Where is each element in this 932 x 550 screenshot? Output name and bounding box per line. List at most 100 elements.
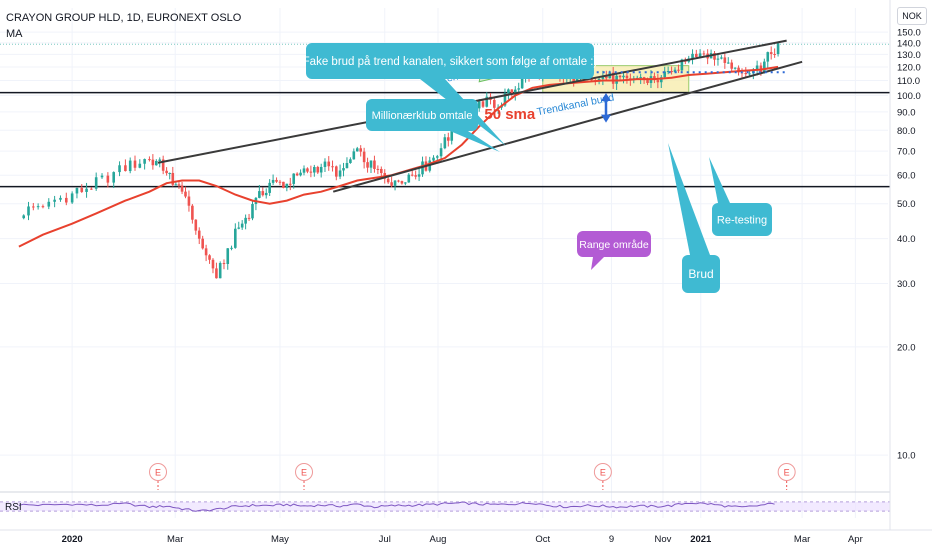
candle-body	[292, 173, 296, 184]
candle-body	[503, 93, 507, 106]
candle-body	[766, 52, 770, 62]
candle-body	[656, 80, 660, 83]
candle-body	[510, 89, 514, 95]
candle-body	[306, 168, 309, 172]
candle-body	[349, 159, 352, 164]
candle-body	[404, 182, 407, 184]
candle-body	[618, 75, 622, 78]
candle-body	[211, 259, 215, 269]
candle-body	[184, 191, 187, 197]
earnings-marker-label: E	[301, 468, 307, 478]
candle-body	[362, 151, 366, 163]
range-arrow-head-down	[601, 114, 611, 123]
price-axis[interactable]: 10.0 20.0 30.0 40.0 50.0 60.0 70.0 80.0 90.0 100.…	[889, 0, 932, 550]
candle-body	[390, 182, 393, 186]
candle-body	[605, 75, 608, 79]
candle-body	[773, 53, 776, 55]
time-axis[interactable]: 2020 Mar May Jul Aug Oct 9 Nov 2021 Mar Apr	[0, 529, 932, 545]
candle-body	[680, 59, 684, 71]
candle-body	[258, 191, 261, 198]
x-tick-label: Jul	[379, 534, 391, 545]
candle-body	[723, 57, 727, 63]
y-tick-label: 90.0	[897, 107, 916, 118]
candle-body	[32, 206, 35, 208]
candle-body	[323, 161, 327, 167]
candle-body	[755, 65, 759, 71]
x-tick-label: Mar	[167, 534, 183, 545]
candle-body	[208, 255, 211, 260]
candle-body	[677, 69, 680, 71]
candle-body	[240, 223, 244, 228]
y-tick-label: 150.0	[897, 28, 921, 39]
candle-body	[151, 159, 155, 166]
callout-retesting-pointer	[709, 157, 730, 203]
callout-retesting: Re-testing	[709, 157, 772, 236]
candle-body	[177, 184, 181, 186]
y-tick-label: 60.0	[897, 171, 916, 182]
candle-body	[128, 160, 132, 172]
candle-body	[309, 171, 313, 173]
callout-fake-break-text: Fake brud på trend kanalen, sikkert som …	[303, 56, 598, 68]
candle-body	[75, 187, 79, 194]
candle-body	[748, 73, 751, 75]
candle-body	[507, 89, 510, 94]
candle-body	[397, 180, 400, 182]
candle-body	[338, 170, 342, 177]
earnings-circle	[593, 463, 612, 481]
candle-body	[345, 163, 349, 169]
earnings-circle	[295, 463, 314, 481]
candle-body	[520, 78, 524, 89]
candle-body	[194, 219, 198, 231]
x-tick-label: 9	[609, 534, 614, 545]
candle-body	[313, 166, 316, 173]
candle-body	[118, 165, 121, 173]
candle-body	[251, 204, 254, 219]
currency-badge[interactable]: NOK	[897, 7, 927, 25]
ma-indicator-label[interactable]: MA	[6, 28, 23, 40]
callout-range-text: Range område	[579, 239, 649, 251]
price-axis-bg	[890, 0, 932, 550]
candle-body	[133, 160, 137, 168]
rsi-line	[18, 501, 775, 512]
candle-body	[158, 159, 162, 161]
earnings-marker-label: E	[784, 468, 790, 478]
candle-body	[737, 67, 740, 73]
range-arrow-head-up	[601, 92, 611, 101]
candle-body	[204, 248, 208, 256]
earnings-marker-label: E	[600, 468, 606, 478]
candle-body	[165, 170, 168, 174]
candle-body	[720, 57, 723, 59]
candle-body	[278, 181, 282, 183]
candle-body	[355, 148, 359, 152]
candle-body	[90, 188, 93, 190]
candle-body	[319, 166, 323, 173]
candle-body	[666, 71, 670, 73]
candle-body	[264, 192, 268, 196]
candle-body	[376, 168, 380, 170]
candle-body	[769, 52, 773, 54]
candle-body	[59, 197, 62, 200]
candle-body	[410, 174, 414, 176]
candle-body	[288, 183, 292, 185]
candle-body	[513, 89, 517, 95]
rsi-band	[0, 501, 890, 512]
rsi-pane: RSI	[0, 491, 890, 513]
candle-body	[417, 174, 421, 177]
candle-body	[481, 101, 485, 107]
y-tick-label: 40.0	[897, 234, 916, 245]
y-tick-label: 70.0	[897, 147, 916, 158]
candle-body	[436, 156, 439, 158]
x-tick-label: 2021	[690, 534, 712, 545]
sma-label: 50 sma	[484, 106, 536, 123]
candle-body	[611, 72, 615, 84]
candle-body	[625, 75, 629, 79]
candle-body	[702, 53, 706, 55]
callout-brud: Brud	[668, 143, 720, 293]
symbol-title[interactable]: CRAYON GROUP HLD, 1D, EURONEXT OSLO	[6, 12, 242, 24]
candle-body	[27, 206, 30, 216]
candle-body	[713, 53, 716, 60]
candle-body	[352, 151, 356, 160]
callout-range-box	[577, 231, 651, 257]
callout-brud-box	[682, 255, 720, 293]
